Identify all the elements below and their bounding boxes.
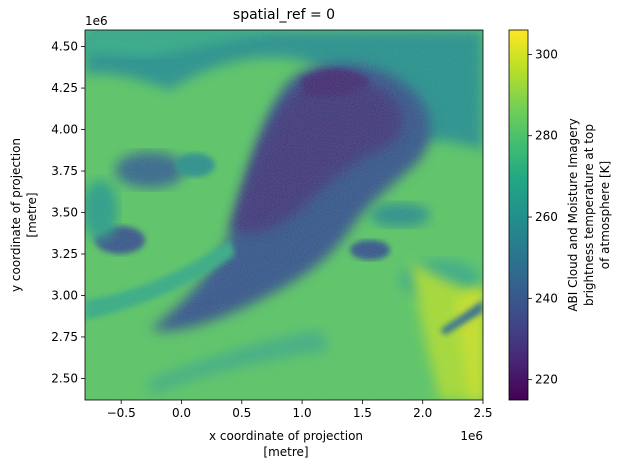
x-axis-label-line1: x coordinate of projection	[209, 429, 363, 443]
x-tick-label: 1.0	[293, 406, 312, 420]
x-tick-label: −0.5	[107, 406, 136, 420]
x-axis-label-line2: [metre]	[263, 445, 308, 459]
x-tick-label: 2.0	[413, 406, 432, 420]
x-tick-label: 0.5	[232, 406, 251, 420]
y-tick-label: 2.75	[51, 330, 78, 344]
y-tick-label: 3.00	[51, 288, 78, 302]
y-tick-label: 2.50	[51, 371, 78, 385]
y-tick-label: 3.75	[51, 164, 78, 178]
colorbar-label-line1: ABI Cloud and Moisture Imagery	[566, 118, 580, 311]
heatmap-image	[85, 30, 483, 400]
plot-frame	[84, 29, 484, 401]
colorbar-tick-label: 300	[535, 47, 558, 61]
y-tick-label: 4.25	[51, 81, 78, 95]
colorbar-tick-label: 240	[535, 291, 558, 305]
x-tick-label: 2.5	[473, 406, 492, 420]
x-tick-label: 1.5	[353, 406, 372, 420]
colorbar-label-line2: brightness temperature at top	[582, 124, 596, 306]
colorbar-tick-label: 220	[535, 373, 558, 387]
colorbar	[508, 29, 529, 401]
chart-title: spatial_ref = 0	[233, 7, 335, 23]
y-tick-label: 4.50	[51, 40, 78, 54]
y-tick-label: 3.50	[51, 206, 78, 220]
y-axis: 2.50 2.75 3.00 3.25 3.50 3.75 4.00 4.25 4.50	[51, 40, 85, 385]
colorbar-tick-label: 260	[535, 210, 558, 224]
y-axis-label-line2: [metre]	[25, 192, 39, 237]
y-tick-label: 3.25	[51, 247, 78, 261]
x-tick-label: 0.0	[172, 406, 191, 420]
x-axis: −0.5 0.0 0.5 1.0 1.5 2.0 2.5	[107, 400, 493, 420]
colorbar-label-line3: of atmosphere [K]	[598, 161, 612, 269]
x-offset-label: 1e6	[460, 429, 483, 443]
y-axis-label-line1: y coordinate of projection	[9, 138, 23, 292]
y-tick-label: 4.00	[51, 123, 78, 137]
colorbar-axis: 220 240 260 280 300	[528, 47, 558, 387]
y-offset-label: 1e6	[85, 14, 108, 28]
colorbar-tick-label: 280	[535, 129, 558, 143]
